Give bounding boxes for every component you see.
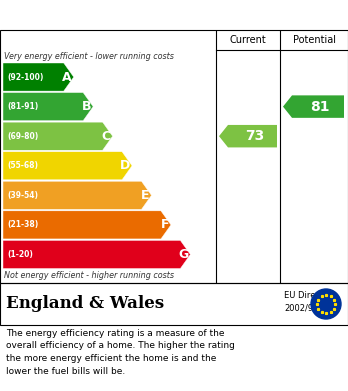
Text: G: G	[178, 248, 188, 261]
Text: (21-38): (21-38)	[7, 221, 38, 230]
Text: Energy Efficiency Rating: Energy Efficiency Rating	[8, 7, 210, 23]
Text: (55-68): (55-68)	[7, 161, 38, 170]
Polygon shape	[3, 63, 74, 91]
Polygon shape	[3, 93, 93, 121]
Text: D: D	[120, 159, 130, 172]
Circle shape	[311, 289, 341, 319]
Text: (92-100): (92-100)	[7, 73, 44, 82]
Text: Potential: Potential	[293, 35, 335, 45]
Text: (81-91): (81-91)	[7, 102, 38, 111]
Polygon shape	[3, 181, 151, 209]
Polygon shape	[219, 125, 277, 147]
Text: EU Directive
2002/91/EC: EU Directive 2002/91/EC	[284, 292, 336, 312]
Text: (39-54): (39-54)	[7, 191, 38, 200]
Polygon shape	[3, 152, 132, 180]
Text: B: B	[82, 100, 91, 113]
Text: Very energy efficient - lower running costs: Very energy efficient - lower running co…	[4, 52, 174, 61]
Text: (1-20): (1-20)	[7, 250, 33, 259]
Text: England & Wales: England & Wales	[6, 296, 164, 312]
Polygon shape	[283, 95, 344, 118]
Text: C: C	[102, 130, 111, 143]
Text: The energy efficiency rating is a measure of the
overall efficiency of a home. T: The energy efficiency rating is a measur…	[6, 329, 235, 375]
Text: F: F	[160, 219, 169, 231]
Text: Current: Current	[230, 35, 266, 45]
Polygon shape	[3, 211, 171, 239]
Text: 73: 73	[245, 129, 264, 143]
Text: A: A	[62, 70, 72, 84]
Text: Not energy efficient - higher running costs: Not energy efficient - higher running co…	[4, 271, 174, 280]
Text: E: E	[141, 189, 150, 202]
Text: 81: 81	[310, 100, 330, 114]
Polygon shape	[3, 122, 113, 150]
Polygon shape	[3, 240, 190, 269]
Text: (69-80): (69-80)	[7, 132, 38, 141]
